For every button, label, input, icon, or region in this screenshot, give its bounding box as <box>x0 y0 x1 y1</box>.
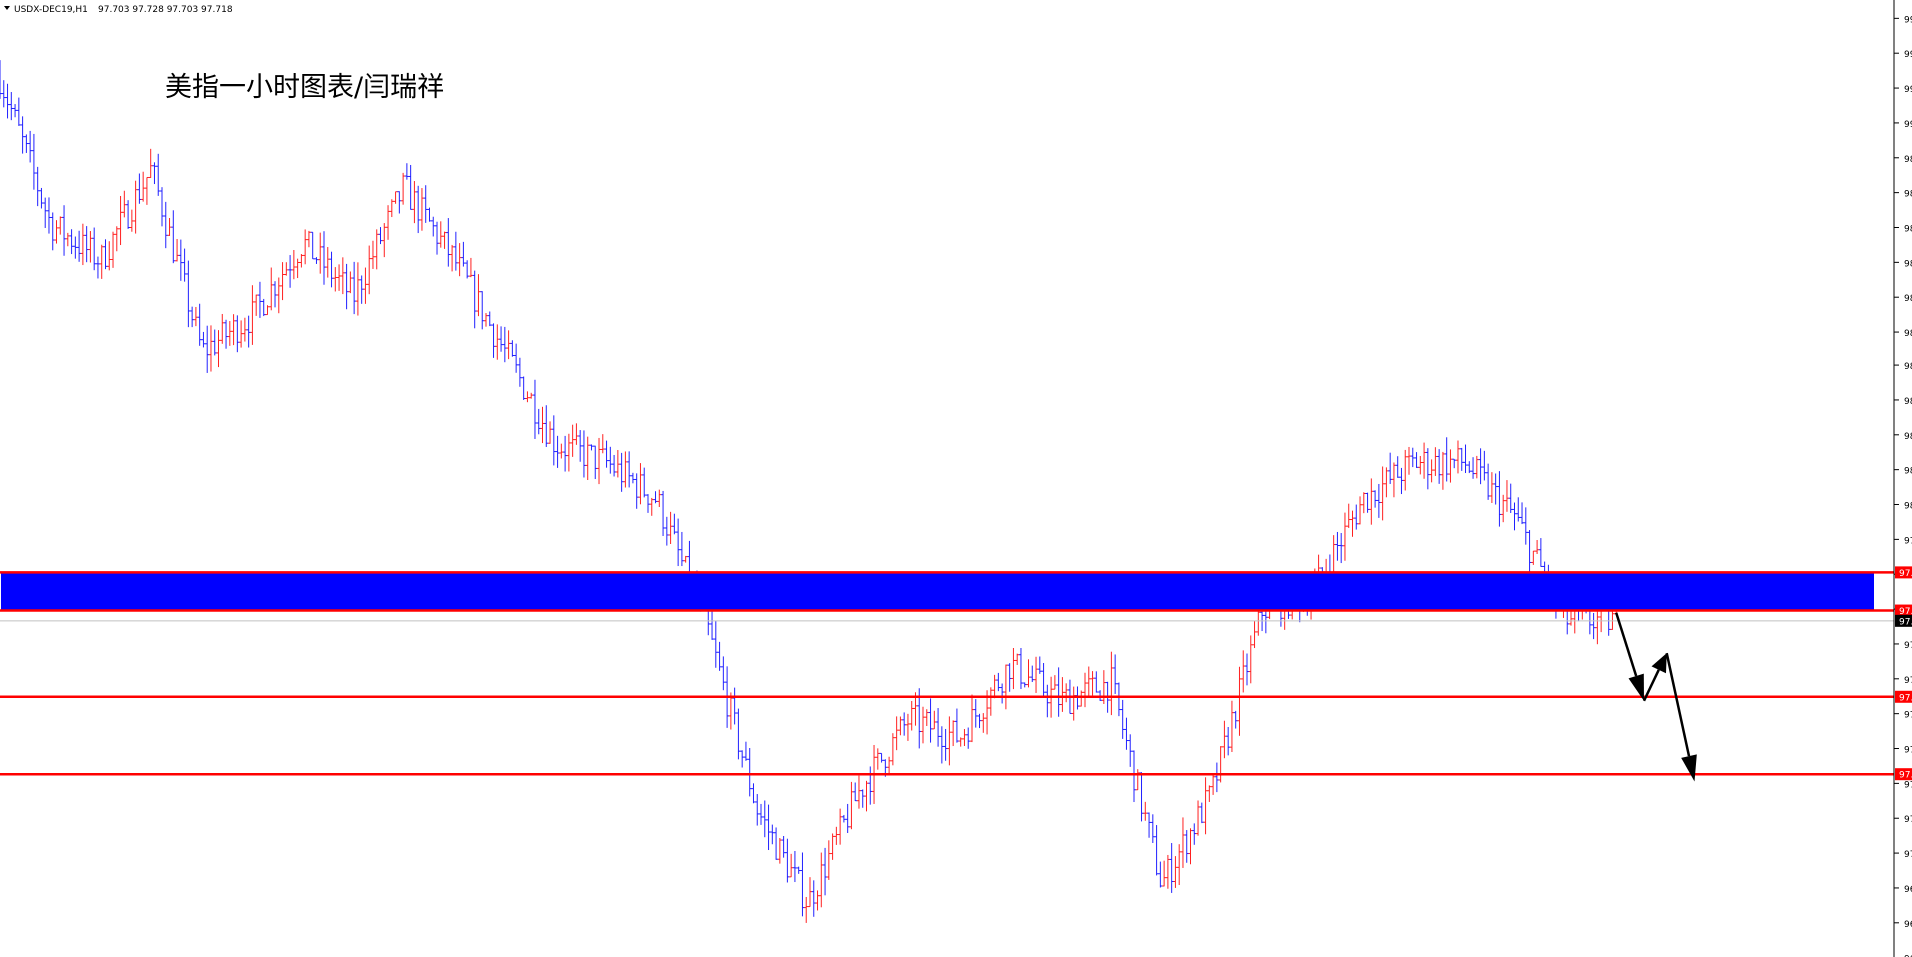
level-price-label: 97.746 <box>1899 607 1912 617</box>
price-tick-label: 96.895 <box>1904 920 1912 930</box>
chart-menu-triangle-icon[interactable] <box>4 6 10 10</box>
price-tick-label: 98.320 <box>1904 397 1912 407</box>
projection-arrow-head[interactable] <box>1681 754 1697 782</box>
price-tick-label: 98.600 <box>1904 294 1912 304</box>
price-tick-label: 98.980 <box>1904 155 1912 165</box>
price-tick-label: 97.940 <box>1904 536 1912 546</box>
level-price-label-bg <box>1895 604 1912 617</box>
price-tick-label: 97.180 <box>1904 815 1912 825</box>
current-price-label-bg <box>1895 614 1912 627</box>
chart-title: 美指一小时图表/闫瑞祥 <box>165 72 444 103</box>
price-tick-label: 99.170 <box>1904 85 1912 95</box>
price-tick-label: 97.655 <box>1904 641 1912 651</box>
projection-arrow-head[interactable] <box>1651 653 1667 674</box>
projection-arrows[interactable] <box>1615 612 1697 782</box>
resistance-zone-rect[interactable] <box>1 572 1874 611</box>
price-tick-label: 97.275 <box>1904 780 1912 790</box>
price-tick-label: 99.265 <box>1904 50 1912 60</box>
level-price-label: 97.511 <box>1899 693 1912 703</box>
price-tick-label: 98.695 <box>1904 259 1912 269</box>
level-price-label-bg <box>1895 690 1912 703</box>
projection-arrow-shaft[interactable] <box>1615 612 1638 677</box>
price-tick-label: 98.225 <box>1904 432 1912 442</box>
price-tick-label: 99.360 <box>1904 15 1912 25</box>
price-tick-label: 98.415 <box>1904 362 1912 372</box>
level-price-label-bg <box>1895 566 1912 579</box>
symbol-label: USDX-DEC19,H1 <box>14 5 88 15</box>
price-tick-label: 97.465 <box>1904 711 1912 721</box>
level-lines[interactable] <box>0 571 1894 776</box>
price-tick-label: 97.085 <box>1904 850 1912 860</box>
price-tick-label: 97.560 <box>1904 676 1912 686</box>
price-tick-label: 98.790 <box>1904 224 1912 234</box>
price-tick-label: 96.800 <box>1904 955 1912 957</box>
price-tick-label: 99.075 <box>1904 120 1912 130</box>
projection-arrow-shaft[interactable] <box>1642 669 1660 702</box>
price-labels: 97.850 97.746 97.511 97.300 97.718 <box>1895 566 1912 781</box>
price-tick-label: 98.885 <box>1904 190 1912 200</box>
projection-arrow-head[interactable] <box>1628 673 1644 701</box>
price-tick-label: 98.035 <box>1904 502 1912 512</box>
current-price-label: 97.718 <box>1899 617 1912 627</box>
level-price-label: 97.850 <box>1899 569 1912 579</box>
resistance-zone[interactable] <box>1 572 1874 611</box>
level-price-label: 97.300 <box>1899 771 1912 781</box>
level-price-label-bg <box>1895 768 1912 781</box>
projection-arrow-shaft[interactable] <box>1665 652 1691 757</box>
ohlc-readout: 97.703 97.728 97.703 97.718 <box>98 5 233 15</box>
price-tick-label: 98.505 <box>1904 329 1912 339</box>
price-tick-label: 96.990 <box>1904 885 1912 895</box>
candlestick-series <box>0 60 1619 923</box>
price-tick-label: 98.130 <box>1904 467 1912 477</box>
price-axis: 99.360 99.265 99.170 99.075 98.980 98.885 98.7… <box>1894 15 1912 957</box>
chart-header: USDX-DEC19,H1 97.703 97.728 97.703 97.71… <box>4 5 233 15</box>
price-tick-label: 97.370 <box>1904 746 1912 756</box>
